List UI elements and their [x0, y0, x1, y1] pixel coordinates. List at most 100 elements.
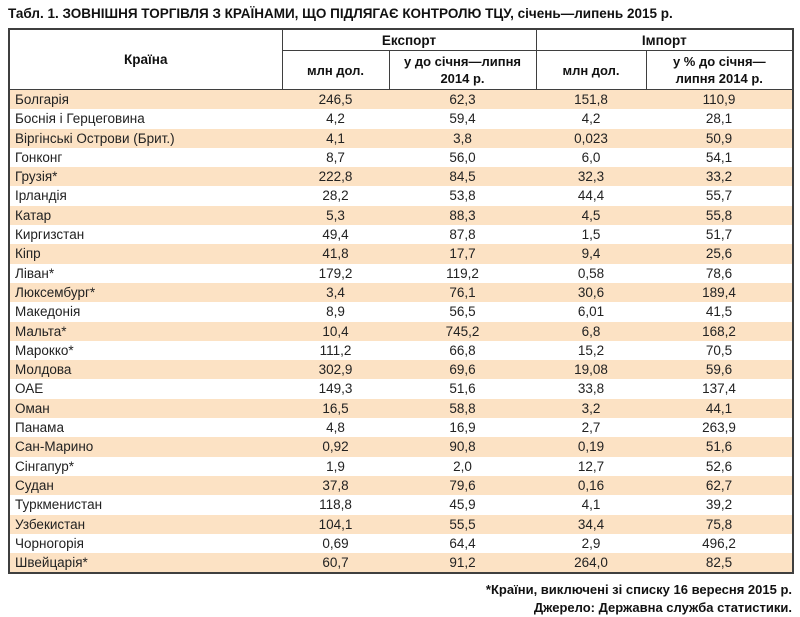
cell-country: Грузія*	[15, 169, 58, 185]
cell-value: 39,2	[705, 497, 733, 513]
cell-value: 2,0	[453, 458, 472, 474]
cell-value: 60,7	[322, 555, 349, 571]
cell-value: 69,6	[449, 362, 476, 378]
cell-value: 496,2	[702, 535, 736, 551]
cell-value: 88,3	[449, 207, 476, 223]
table-row: Марокко* 111,2 66,8 15,2 70,5	[9, 341, 793, 360]
cell-value: 82,5	[705, 555, 733, 571]
cell-value: 64,4	[449, 535, 476, 551]
cell-country: Оман	[15, 400, 50, 416]
cell-value: 62,7	[705, 477, 733, 493]
cell-value: 137,4	[702, 381, 736, 397]
column-header-country: Країна	[8, 28, 283, 90]
cell-value: 66,8	[449, 342, 476, 358]
table-row: Чорногорія 0,69 64,4 2,9 496,2	[9, 534, 793, 553]
column-header-import-mln: млн дол.	[535, 50, 647, 90]
cell-value: 246,5	[318, 92, 353, 107]
cell-value: 0,58	[577, 265, 605, 281]
cell-country: Люксембург*	[15, 284, 96, 300]
cell-country: Болгарія	[15, 92, 69, 107]
cell-value: 55,5	[449, 516, 476, 532]
cell-country: ОАЕ	[15, 381, 44, 397]
table-body: Болгарія 246,5 62,3 151,8 110,9 Боснія і Герц…	[9, 89, 794, 574]
table-header: Країна Експорт Імпорт млн дол. у до січн…	[8, 28, 794, 90]
header-sub-row: млн дол. у до січня—липня 2014 р. млн до…	[9, 50, 794, 90]
cell-value: 19,08	[574, 362, 608, 378]
cell-value: 56,5	[449, 304, 476, 320]
cell-value: 53,8	[449, 188, 476, 204]
cell-value: 5,3	[326, 207, 345, 223]
cell-country: Гонконг	[15, 149, 63, 165]
cell-value: 4,8	[326, 420, 345, 436]
cell-value: 75,8	[705, 516, 733, 532]
cell-value: 12,7	[577, 458, 605, 474]
cell-country: Віргінські Острови (Брит.)	[15, 130, 175, 146]
cell-value: 28,1	[705, 111, 733, 127]
cell-value: 41,5	[705, 304, 733, 320]
cell-value: 0,19	[577, 439, 605, 455]
cell-country: Марокко*	[15, 342, 74, 358]
cell-value: 25,6	[705, 246, 733, 262]
cell-value: 264,0	[574, 555, 608, 571]
footnote-excluded-countries: *Країни, виключені зі списку 16 вересня …	[485, 582, 792, 598]
cell-value: 4,5	[581, 207, 601, 223]
table-row: Киргизстан 49,4 87,8 1,5 51,7	[9, 225, 793, 244]
cell-country: Сінгапур*	[15, 458, 75, 474]
cell-value: 1,5	[581, 227, 601, 243]
cell-value: 6,0	[581, 149, 601, 165]
cell-value: 78,6	[705, 265, 733, 281]
cell-value: 149,3	[318, 381, 353, 397]
cell-country: Панама	[15, 420, 64, 436]
table-row: Мальта* 10,4 745,2 6,8 168,2	[9, 321, 794, 341]
table-row: Панама 4,8 16,9 2,7 263,9	[9, 418, 793, 437]
cell-value: 111,2	[319, 342, 352, 358]
table-title: Табл. 1. ЗОВНІШНЯ ТОРГІВЛЯ З КРАЇНАМИ, Щ…	[8, 6, 673, 21]
cell-value: 41,8	[322, 246, 349, 262]
cell-country: Ліван*	[15, 265, 55, 281]
table-row: Македонія 8,9 56,5 6,01 41,5	[9, 302, 793, 321]
cell-country: Мальта*	[15, 323, 67, 339]
cell-value: 15,2	[577, 342, 605, 358]
cell-value: 263,9	[702, 420, 736, 436]
cell-value: 8,7	[326, 149, 345, 165]
cell-value: 4,2	[326, 111, 345, 127]
cell-value: 33,2	[705, 169, 733, 185]
cell-value: 28,2	[322, 188, 349, 204]
table-row: Люксембург* 3,4 76,1 30,6 189,4	[9, 282, 794, 303]
cell-value: 119,2	[446, 265, 479, 281]
cell-value: 87,8	[449, 227, 476, 243]
cell-country: Узбекистан	[15, 516, 86, 532]
cell-value: 70,5	[705, 342, 733, 358]
cell-value: 51,7	[705, 227, 733, 243]
table-row: Грузія* 222,8 84,5 32,3 33,2	[9, 167, 794, 187]
cell-value: 17,7	[449, 246, 476, 262]
table-row: Кіпр 41,8 17,7 9,4 25,6	[9, 244, 794, 264]
cell-value: 59,6	[705, 362, 733, 378]
cell-value: 30,6	[577, 284, 605, 300]
cell-value: 0,69	[322, 535, 349, 551]
cell-value: 118,8	[319, 497, 352, 513]
table-row: Гонконг 8,7 56,0 6,0 54,1	[9, 148, 793, 167]
cell-value: 3,8	[453, 130, 472, 146]
cell-country: Киргизстан	[15, 227, 85, 243]
table-row: Туркменистан 118,8 45,9 4,1 39,2	[9, 495, 793, 514]
cell-value: 62,3	[449, 92, 476, 107]
table-row: Катар 5,3 88,3 4,5 55,8	[9, 205, 794, 226]
cell-country: Боснія і Герцеговина	[15, 111, 145, 127]
cell-country: Ірландія	[15, 188, 67, 204]
cell-value: 51,6	[449, 381, 476, 397]
cell-value: 55,7	[705, 188, 733, 204]
cell-country: Судан	[15, 477, 54, 493]
cell-country: Кіпр	[15, 246, 41, 262]
trade-table: Країна Експорт Імпорт млн дол. у до січн…	[8, 28, 795, 575]
cell-value: 0,92	[322, 439, 349, 455]
cell-country: Сан-Марино	[15, 439, 94, 455]
header-group-row: Країна Експорт Імпорт	[8, 28, 794, 90]
column-group-export: Експорт	[281, 28, 537, 51]
cell-value: 33,8	[577, 381, 605, 397]
cell-value: 51,6	[705, 439, 733, 455]
cell-value: 179,2	[318, 265, 353, 281]
cell-value: 56,0	[449, 149, 476, 165]
cell-value: 110,9	[702, 92, 736, 107]
